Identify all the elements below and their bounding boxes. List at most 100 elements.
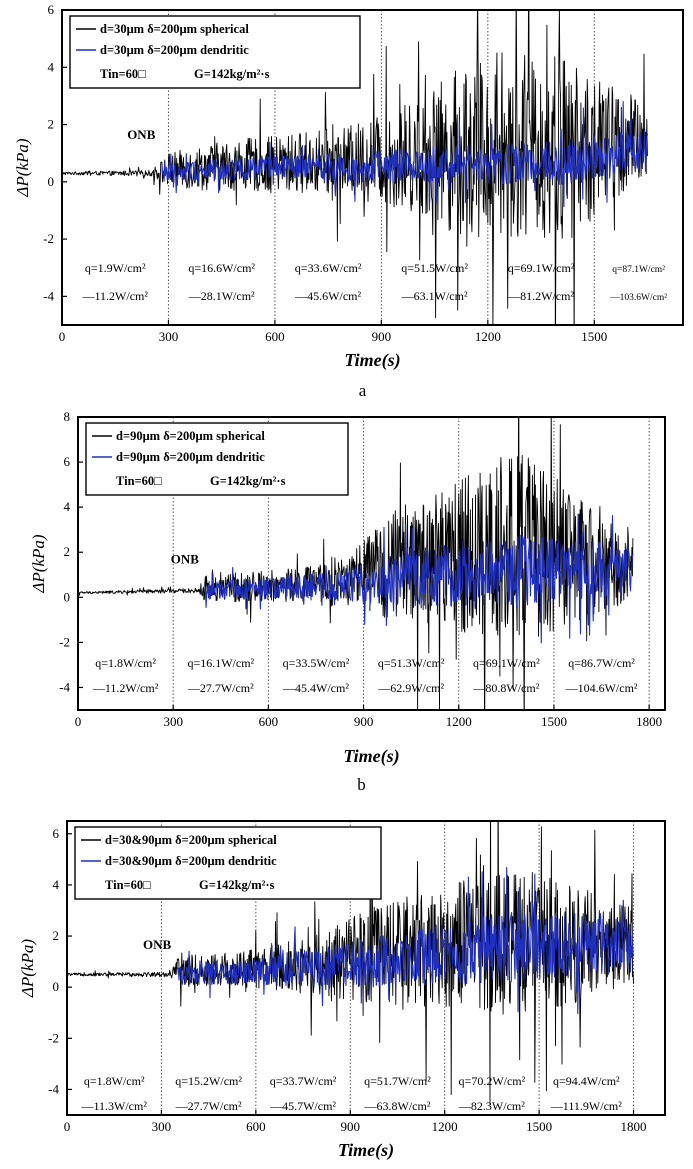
y-tick-label: -4: [59, 679, 70, 694]
x-tick-label: 900: [341, 1119, 361, 1134]
heat-flux-spherical-label: q=51.7W/cm²: [364, 1074, 431, 1088]
heat-flux-spherical-label: q=94.4W/cm²: [553, 1074, 620, 1088]
y-tick-label: -2: [59, 634, 70, 649]
heat-flux-dendritic-label: —11.2W/cm²: [92, 681, 159, 695]
legend: d=90μm δ=200μm spherical d=90μm δ=200μm d…: [85, 422, 349, 496]
legend-mass-flux: G=142kg/m²·s: [199, 878, 275, 892]
legend-entry: d=30μm δ=200μm spherical: [100, 22, 249, 36]
onb-annotation: ONB: [171, 552, 200, 567]
legend-entry: d=30μm δ=200μm dendritic: [100, 43, 249, 57]
heat-flux-dendritic-label: —80.8W/cm²: [472, 681, 539, 695]
chart-panel-3: 0 300 600 900 1200 1500 1800 -4 -2 0 2 4 6 Time(s) ΔP(…: [18, 820, 666, 1161]
heat-flux-spherical-label: q=16.6W/cm²: [188, 261, 255, 275]
x-tick-label: 1500: [526, 1119, 552, 1134]
legend-entry: d=30&90μm δ=200μm spherical: [105, 833, 277, 847]
x-axis-label: Time(s): [344, 350, 400, 371]
x-tick-label: 600: [259, 714, 279, 729]
y-tick-label: 2: [48, 117, 55, 132]
plot-frame: [66, 820, 666, 1116]
legend: d=30μm δ=200μm spherical d=30μm δ=200μm d…: [69, 15, 361, 89]
x-tick-label: 1200: [446, 714, 472, 729]
x-tick-label: 300: [159, 329, 179, 344]
onb-annotation: ONB: [143, 937, 172, 952]
y-tick-label: 0: [48, 174, 55, 189]
heat-flux-dendritic-label: —28.1W/cm²: [188, 289, 255, 303]
heat-flux-dendritic-label: —81.2W/cm²: [507, 289, 574, 303]
x-tick-label: 1200: [475, 329, 501, 344]
heat-flux-spherical-label: q=86.7W/cm²: [568, 656, 635, 670]
y-tick-label: 0: [53, 979, 60, 994]
heat-flux-spherical-label: q=1.9W/cm²: [85, 261, 146, 275]
heat-flux-spherical-label: q=51.3W/cm²: [378, 656, 445, 670]
series-line-spherical: [67, 821, 634, 1106]
heat-flux-dendritic-label: —104.6W/cm²: [565, 681, 638, 695]
x-axis-label: Time(s): [338, 1140, 394, 1161]
legend-inlet-temp: Tin=60□: [105, 878, 151, 892]
x-tick-label: 1200: [432, 1119, 458, 1134]
y-tick-label: 8: [64, 409, 71, 424]
y-tick-label: -2: [43, 231, 54, 246]
y-axis-label: ΔP(kPa): [29, 534, 48, 593]
y-tick-label: -2: [48, 1030, 59, 1045]
x-tick-label: 1800: [621, 1119, 647, 1134]
y-tick-label: 0: [64, 589, 71, 604]
heat-flux-dendritic-label: —103.6W/cm²: [609, 293, 667, 303]
heat-flux-spherical-label: q=1.8W/cm²: [95, 656, 156, 670]
y-tick-label: -4: [43, 288, 54, 303]
legend-box: [74, 826, 382, 900]
y-tick-label: 4: [64, 499, 71, 514]
heat-flux-spherical-label: q=33.5W/cm²: [283, 656, 350, 670]
onb-annotation: ONB: [127, 127, 156, 142]
x-tick-label: 1500: [581, 329, 607, 344]
legend-entry: d=90μm δ=200μm spherical: [116, 429, 265, 443]
y-tick-label: 4: [48, 59, 55, 74]
heat-flux-dendritic-label: —11.2W/cm²: [81, 289, 148, 303]
heat-flux-dendritic-label: —111.9W/cm²: [550, 1099, 622, 1113]
legend-box: [85, 422, 349, 496]
heat-flux-spherical-label: q=51.5W/cm²: [401, 261, 468, 275]
y-axis-label: ΔP(kPa): [13, 138, 32, 197]
legend-inlet-temp: Tin=60□: [100, 67, 146, 81]
chart-panel-2: 0 300 600 900 1200 1500 1800 -4 -2 0 2 4 6 8 Time(s) ΔP…: [29, 409, 666, 794]
series-line-spherical: [78, 417, 634, 710]
y-tick-label: 4: [53, 877, 60, 892]
y-tick-label: 2: [53, 928, 60, 943]
chart-panel-1: 0 300 600 900 1200 1500 -4 -2 0 2 4 6 Time(s) ΔP(kPa)…: [13, 2, 684, 400]
y-tick-label: 6: [53, 826, 60, 841]
legend-mass-flux: G=142kg/m²·s: [194, 67, 270, 81]
legend: d=30&90μm δ=200μm spherical d=30&90μm δ=2…: [74, 826, 382, 900]
legend-mass-flux: G=142kg/m²·s: [210, 474, 286, 488]
x-tick-label: 600: [265, 329, 285, 344]
heat-flux-spherical-label: q=15.2W/cm²: [175, 1074, 242, 1088]
x-axis-label: Time(s): [343, 746, 399, 767]
heat-flux-spherical-label: q=69.1W/cm²: [508, 261, 575, 275]
x-tick-label: 0: [75, 714, 82, 729]
heat-flux-dendritic-label: —62.9W/cm²: [377, 681, 444, 695]
heat-flux-spherical-label: q=33.6W/cm²: [295, 261, 362, 275]
panel-caption: b: [357, 775, 366, 794]
heat-flux-dendritic-label: —82.3W/cm²: [458, 1099, 525, 1113]
heat-flux-spherical-label: q=69.1W/cm²: [473, 656, 540, 670]
legend-inlet-temp: Tin=60□: [116, 474, 162, 488]
x-tick-label: 300: [163, 714, 183, 729]
plot-frame: [77, 416, 666, 711]
heat-flux-dendritic-label: —45.7W/cm²: [269, 1099, 336, 1113]
heat-flux-dendritic-label: —63.1W/cm²: [401, 289, 468, 303]
heat-flux-spherical-label: q=70.2W/cm²: [459, 1074, 526, 1088]
x-tick-label: 1800: [636, 714, 662, 729]
y-tick-label: 6: [64, 454, 71, 469]
heat-flux-dendritic-label: —45.4W/cm²: [282, 681, 349, 695]
panel-caption: a: [359, 381, 367, 400]
series-line-dendritic: [204, 513, 634, 644]
heat-flux-spherical-label: q=16.1W/cm²: [187, 656, 254, 670]
heat-flux-dendritic-label: —27.7W/cm²: [187, 681, 254, 695]
legend-entry: d=30&90μm δ=200μm dendritic: [105, 854, 277, 868]
heat-flux-dendritic-label: —45.6W/cm²: [294, 289, 361, 303]
x-tick-label: 0: [64, 1119, 71, 1134]
y-tick-label: -4: [48, 1081, 59, 1096]
x-tick-label: 600: [246, 1119, 266, 1134]
series-line-dendritic: [160, 101, 649, 208]
x-tick-label: 900: [354, 714, 374, 729]
plot-frame: [61, 9, 684, 326]
